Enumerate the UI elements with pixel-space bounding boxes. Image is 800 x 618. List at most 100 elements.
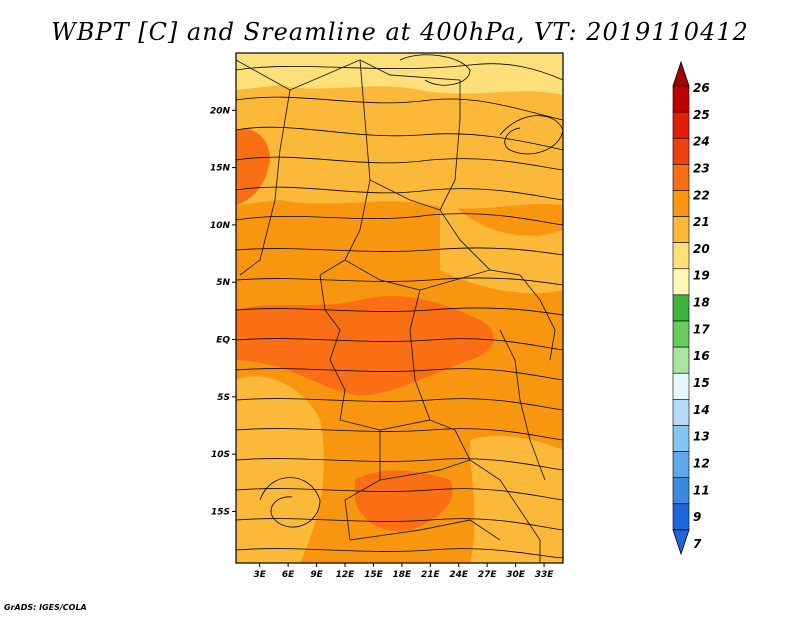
colorbar-swatch [672, 242, 690, 270]
colorbar: 26 25 24 23 22 21 20 19 18 17 16 15 14 13 12 11 9 7 [672, 60, 710, 556]
lon-tick-label: 30E [506, 570, 526, 580]
colorbar-label: 20 [693, 242, 710, 256]
colorbar-bottom-arrow [672, 529, 690, 556]
streamline [236, 156, 563, 171]
lat-tick-label: 5S [217, 393, 230, 403]
colorbar-label: 21 [693, 215, 710, 229]
colorbar-label: 15 [693, 376, 710, 390]
streamline [236, 213, 563, 226]
lat-tick-label: 15S [211, 507, 230, 517]
border-line [454, 429, 541, 563]
wbpt-field-southeast-20 [470, 435, 563, 563]
lat-tick-label: 15N [210, 164, 231, 174]
colorbar-label: 19 [693, 269, 710, 283]
streamline [236, 368, 563, 381]
colorbar-swatch [672, 346, 690, 374]
border-line [499, 329, 546, 481]
map-panel [236, 53, 563, 563]
border-line [409, 289, 456, 431]
streamline [236, 63, 563, 81]
streamline [236, 277, 563, 286]
lon-tick-label: 6E [282, 570, 295, 580]
streamline [236, 247, 563, 256]
colorbar-swatch [672, 503, 690, 531]
lon-tick-label: 15E [364, 570, 384, 580]
footer-credit: GrADS: IGES/COLA [4, 603, 87, 612]
colorbar-swatch [672, 164, 690, 191]
lon-tick-label: 9E [310, 570, 323, 580]
streamline [236, 458, 563, 471]
colorbar-swatch [672, 268, 690, 296]
wbpt-field-southwest-20 [236, 376, 324, 563]
lon-tick-label: 21E [421, 570, 441, 580]
border-line [369, 179, 441, 211]
longitude-axis: 3E 6E 9E 12E 15E 18E 21E 24E 27E 30E 33E [253, 563, 554, 580]
lat-tick-label: 10N [210, 221, 231, 231]
streamline-vortex [499, 115, 563, 155]
colorbar-label: 24 [693, 135, 710, 149]
wbpt-field-east-20 [440, 190, 563, 294]
colorbar-label: 25 [693, 108, 710, 122]
streamline [236, 428, 563, 441]
streamline [236, 548, 563, 559]
colorbar-label: 22 [693, 188, 710, 202]
colorbar-label: 13 [693, 430, 710, 444]
streamline [236, 307, 563, 316]
colorbar-swatch [672, 320, 690, 348]
streamline [236, 518, 563, 531]
streamline [236, 338, 563, 351]
streamline-vortex [259, 477, 321, 528]
colorbar-top-arrow [672, 60, 690, 87]
colorbar-swatch [672, 85, 690, 113]
colorbar-swatch [672, 294, 690, 322]
lon-tick-label: 33E [535, 570, 555, 580]
lon-tick-label: 12E [336, 570, 356, 580]
colorbar-label: 11 [693, 483, 710, 497]
lon-tick-label: 3E [253, 570, 266, 580]
colorbar-label: 23 [693, 161, 710, 175]
lat-tick-label: EQ [216, 336, 230, 346]
colorbar-swatch [672, 190, 690, 217]
streamline [236, 186, 563, 201]
streamline [236, 126, 563, 151]
wbpt-field-far-north-19 [236, 53, 563, 95]
colorbar-label: 14 [693, 403, 710, 417]
lon-tick-label: 18E [393, 570, 413, 580]
map-frame [235, 52, 564, 564]
border-line [239, 89, 291, 276]
country-borders [236, 59, 556, 563]
colorbar-label: 9 [693, 510, 701, 524]
colorbar-swatch [672, 111, 690, 139]
wbpt-field-west-22 [236, 128, 270, 205]
streamline-vortex [399, 54, 471, 86]
colorbar-label: 26 [693, 81, 710, 95]
streamlines [236, 54, 563, 559]
border-line [379, 459, 471, 481]
border-line [319, 274, 346, 421]
chart-title: WBPT [C] and Sreamline at 400hPa, VT: 20… [51, 18, 749, 46]
streamline [236, 488, 563, 501]
colorbar-swatch [672, 216, 690, 243]
colorbar-swatch [672, 137, 690, 165]
wbpt-field-south-22 [355, 470, 453, 531]
lon-tick-label: 24E [449, 570, 469, 580]
lat-tick-label: 10S [211, 450, 230, 460]
border-line [539, 299, 556, 361]
colorbar-label: 18 [693, 296, 710, 310]
border-line [319, 59, 371, 276]
border-line [439, 119, 541, 301]
colorbar-swatch [672, 399, 690, 426]
colorbar-swatch [672, 425, 690, 452]
lon-tick-label: 27E [478, 570, 498, 580]
border-line [236, 59, 461, 120]
lat-tick-label: 20N [210, 106, 231, 116]
colorbar-swatch [672, 451, 690, 478]
streamline [236, 398, 563, 411]
wbpt-field-equator-22 [236, 296, 494, 396]
colorbar-swatch [672, 372, 690, 400]
border-line [344, 259, 491, 291]
colorbar-label: 17 [693, 322, 710, 336]
colorbar-swatch [672, 477, 690, 505]
colorbar-label: 16 [693, 349, 710, 363]
